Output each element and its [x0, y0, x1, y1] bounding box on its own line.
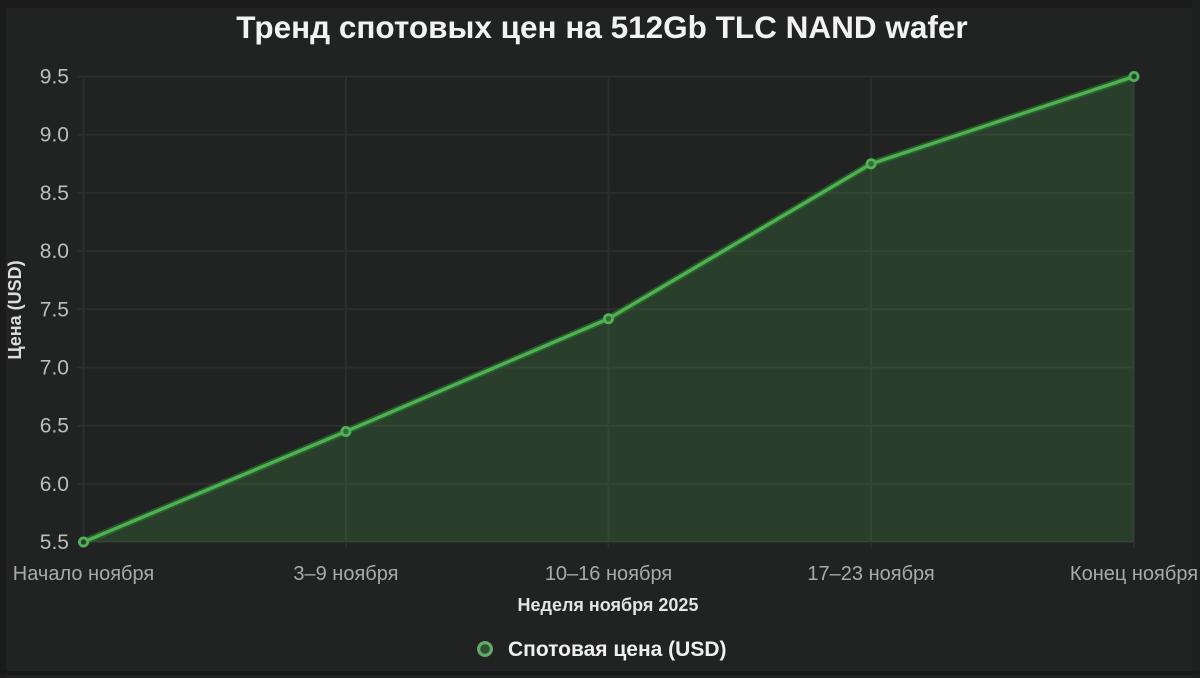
svg-text:17–23 ноября: 17–23 ноября: [807, 563, 934, 585]
svg-text:7.0: 7.0: [40, 357, 69, 380]
svg-text:Конец ноября: Конец ноября: [1070, 563, 1198, 585]
svg-text:9.0: 9.0: [40, 124, 69, 147]
svg-text:9.5: 9.5: [40, 66, 69, 89]
svg-text:10–16 ноября: 10–16 ноября: [545, 563, 672, 585]
svg-text:Спотовая цена (USD): Спотовая цена (USD): [508, 638, 727, 661]
svg-text:5.5: 5.5: [40, 531, 69, 554]
svg-text:Начало ноября: Начало ноября: [13, 563, 154, 585]
svg-text:8.5: 8.5: [40, 182, 69, 205]
svg-text:8.0: 8.0: [40, 240, 69, 263]
svg-text:3–9 ноября: 3–9 ноября: [293, 563, 398, 585]
svg-text:7.5: 7.5: [40, 298, 69, 321]
svg-text:Тренд спотовых цен на 512Gb TL: Тренд спотовых цен на 512Gb TLC NAND waf…: [236, 9, 967, 45]
svg-text:6.5: 6.5: [40, 415, 69, 438]
svg-text:Цена (USD): Цена (USD): [5, 260, 25, 359]
svg-text:6.0: 6.0: [40, 473, 69, 496]
svg-text:Неделя ноября 2025: Неделя ноября 2025: [518, 595, 699, 615]
